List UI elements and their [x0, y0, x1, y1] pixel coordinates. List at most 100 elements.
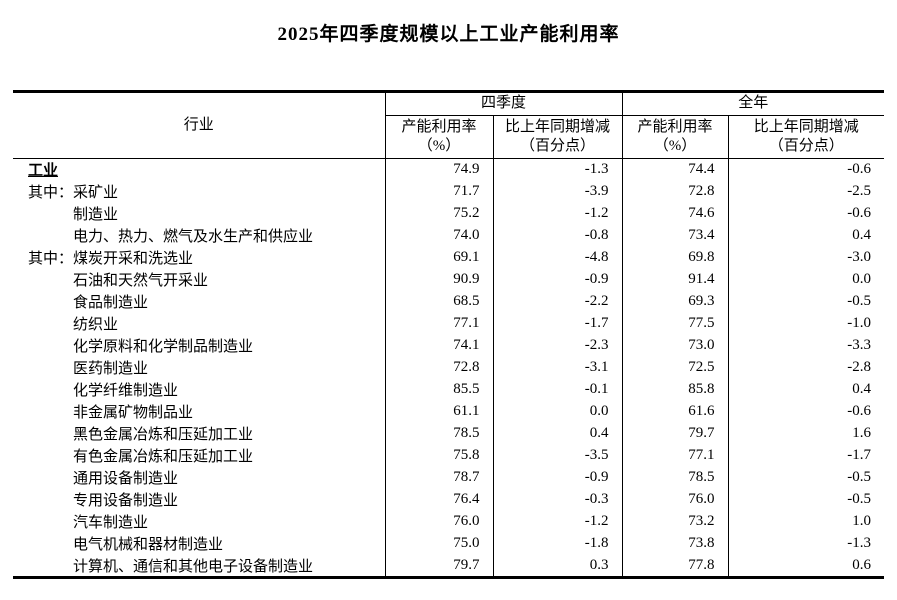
- q4-change-cell: -2.2: [492, 290, 623, 313]
- industry-cell: 医药制造业: [13, 357, 385, 379]
- industry-label: 计算机、通信和其他电子设备制造业: [73, 558, 314, 575]
- industry-label: 黑色金属冶炼和压延加工业: [73, 427, 254, 443]
- header-group-row: 行业 四季度 全年: [13, 91, 885, 159]
- industry-cell: 其中：煤炭开采和洗选业: [13, 247, 385, 269]
- fy-change-cell: -0.5: [727, 466, 885, 489]
- q4-change-cell: -0.3: [492, 488, 623, 511]
- fy-utilization-cell: 73.8: [621, 532, 729, 555]
- industry-label: 化学纤维制造业: [73, 383, 179, 399]
- industry-cell: 其中：采矿业: [13, 181, 385, 203]
- industry-cell: 有色金属冶炼和压延加工业: [13, 445, 385, 467]
- table-row: 汽车制造业 76.0 -1.2 73.2 1.0: [13, 510, 885, 533]
- industry-cell: 专用设备制造业: [13, 489, 385, 511]
- table-row: 化学原料和化学制品制造业 74.1 -2.3 73.0 -3.3: [13, 334, 885, 357]
- q4-change-cell: -0.8: [492, 224, 623, 247]
- fy-change-cell: -0.6: [727, 400, 885, 423]
- industry-label: 采矿业: [73, 185, 119, 201]
- fy-change-unit: （百分点）: [768, 138, 844, 154]
- fy-utilization-cell: 69.3: [621, 290, 729, 313]
- q4-change-cell: 0.4: [492, 422, 623, 445]
- q4-change-cell: -3.9: [492, 180, 623, 203]
- industry-cell: 化学原料和化学制品制造业: [13, 335, 385, 357]
- table-row: 纺织业 77.1 -1.7 77.5 -1.0: [13, 312, 885, 335]
- q4-change-cell: -2.3: [492, 334, 623, 357]
- table-row: 电气机械和器材制造业 75.0 -1.8 73.8 -1.3: [13, 532, 885, 555]
- table-row: 电力、热力、燃气及水生产和供应业 74.0 -0.8 73.4 0.4: [13, 224, 885, 247]
- q4-utilization-cell: 75.0: [384, 532, 493, 555]
- table-row: 非金属矿物制品业 61.1 0.0 61.6 -0.6: [13, 400, 885, 423]
- fy-change-cell: -2.5: [727, 180, 885, 203]
- q4-utilization-cell: 78.5: [384, 422, 493, 445]
- industry-label: 纺织业: [73, 317, 119, 333]
- q4-change-cell: -3.1: [492, 356, 623, 379]
- col-header-q4-change: 比上年同期增减 （百分点）: [492, 115, 623, 159]
- q4-utilization-cell: 68.5: [384, 290, 493, 313]
- q4-change-cell: -1.3: [492, 158, 623, 181]
- industry-cell: 黑色金属冶炼和压延加工业: [13, 423, 385, 445]
- industry-cell: 计算机、通信和其他电子设备制造业: [13, 555, 385, 578]
- table-row: 计算机、通信和其他电子设备制造业 79.7 0.3 77.8 0.6: [13, 554, 885, 578]
- fy-utilization-cell: 76.0: [621, 488, 729, 511]
- fy-utilization-cell: 74.6: [621, 202, 729, 225]
- table-row: 制造业 75.2 -1.2 74.6 -0.6: [13, 202, 885, 225]
- header-sub-row: 产能利用率 （%） 比上年同期增减 （百分点） 产能利用率 （%） 比上年同期增…: [13, 115, 885, 159]
- industry-label: 电气机械和器材制造业: [73, 537, 224, 553]
- col-header-fy-change: 比上年同期增减 （百分点）: [727, 115, 885, 159]
- table-row: 工业 74.9 -1.3 74.4 -0.6: [13, 158, 885, 181]
- q4-change-cell: -0.1: [492, 378, 623, 401]
- fy-utilization-cell: 73.2: [621, 510, 729, 533]
- q4-utilization-cell: 85.5: [384, 378, 493, 401]
- q4-change-unit: （百分点）: [520, 138, 596, 154]
- col-group-q4: 四季度: [384, 91, 623, 116]
- q4-change-cell: -1.2: [492, 202, 623, 225]
- fy-utilization-unit: （%）: [653, 138, 697, 154]
- industry-label: 有色金属冶炼和压延加工业: [73, 449, 254, 465]
- row-prefix: 其中：: [28, 251, 74, 267]
- fy-change-cell: 0.6: [727, 554, 885, 577]
- fy-utilization-cell: 69.8: [621, 246, 729, 269]
- fy-utilization-cell: 72.5: [621, 356, 729, 379]
- table-row: 其中：采矿业 71.7 -3.9 72.8 -2.5: [13, 180, 885, 203]
- industry-cell: 食品制造业: [13, 291, 385, 313]
- fy-utilization-cell: 74.4: [621, 158, 729, 181]
- q4-utilization-cell: 76.4: [384, 488, 493, 511]
- fy-utilization-cell: 91.4: [621, 268, 729, 291]
- fy-change-cell: 0.0: [727, 268, 885, 291]
- q4-utilization-cell: 74.0: [384, 224, 493, 247]
- fy-utilization-cell: 77.8: [621, 554, 729, 577]
- fy-utilization-cell: 61.6: [621, 400, 729, 423]
- fy-utilization-cell: 73.0: [621, 334, 729, 357]
- fy-utilization-cell: 79.7: [621, 422, 729, 445]
- q4-change-cell: -1.7: [492, 312, 623, 335]
- industry-label: 汽车制造业: [73, 515, 149, 531]
- fy-change-cell: 0.4: [727, 224, 885, 247]
- table-row: 其中：煤炭开采和洗选业 69.1 -4.8 69.8 -3.0: [13, 246, 885, 269]
- q4-utilization-cell: 61.1: [384, 400, 493, 423]
- fy-change-cell: -3.0: [727, 246, 885, 269]
- table-row: 专用设备制造业 76.4 -0.3 76.0 -0.5: [13, 488, 885, 511]
- industry-label: 石油和天然气开采业: [73, 273, 209, 289]
- q4-utilization-cell: 69.1: [384, 246, 493, 269]
- industry-label: 电力、热力、燃气及水生产和供应业: [73, 229, 314, 245]
- industry-label: 化学原料和化学制品制造业: [73, 339, 254, 355]
- row-prefix: 其中：: [28, 185, 74, 201]
- industry-label: 食品制造业: [73, 295, 149, 311]
- fy-change-cell: -1.3: [727, 532, 885, 555]
- fy-change-cell: 1.6: [727, 422, 885, 445]
- table-row: 食品制造业 68.5 -2.2 69.3 -0.5: [13, 290, 885, 313]
- table-row: 化学纤维制造业 85.5 -0.1 85.8 0.4: [13, 378, 885, 401]
- industry-label: 通用设备制造业: [73, 471, 179, 487]
- q4-change-cell: -3.5: [492, 444, 623, 467]
- fy-utilization-label: 产能利用率: [637, 118, 713, 135]
- industry-cell: 电力、热力、燃气及水生产和供应业: [13, 225, 385, 247]
- q4-utilization-cell: 74.9: [384, 158, 493, 181]
- industry-cell: 石油和天然气开采业: [13, 269, 385, 291]
- table-row: 医药制造业 72.8 -3.1 72.5 -2.8: [13, 356, 885, 379]
- capacity-utilization-table: 行业 四季度 全年 产能利用率 （%） 比上年同期增减 （百分点） 产能利用率 …: [13, 90, 885, 579]
- fy-utilization-cell: 77.1: [621, 444, 729, 467]
- fy-change-label: 比上年同期增减: [753, 118, 859, 135]
- industry-label: 工业: [28, 163, 59, 180]
- col-header-q4-utilization: 产能利用率 （%）: [384, 115, 493, 159]
- industry-cell: 电气机械和器材制造业: [13, 533, 385, 555]
- q4-change-label: 比上年同期增减: [505, 118, 611, 135]
